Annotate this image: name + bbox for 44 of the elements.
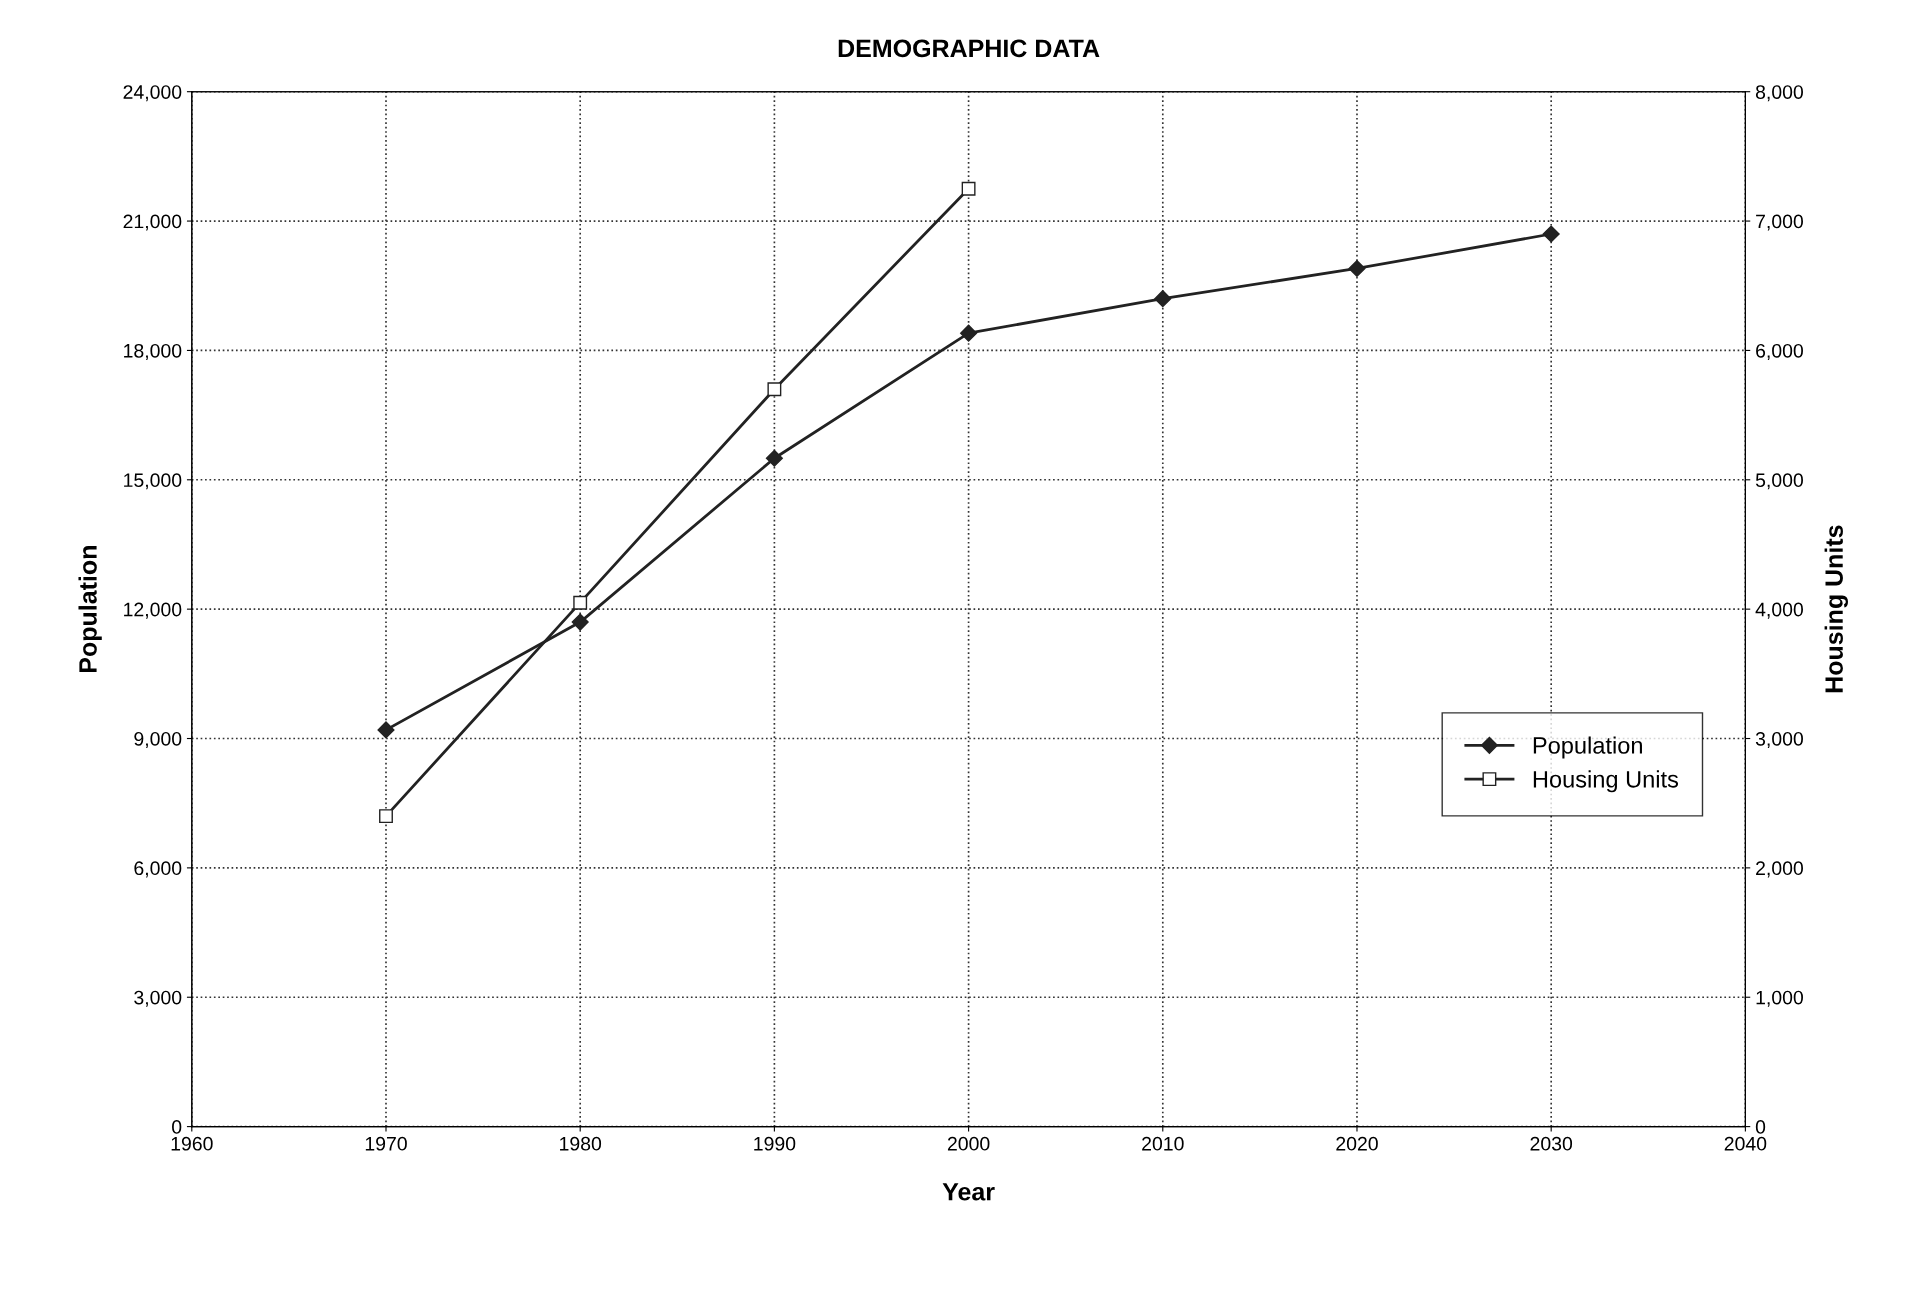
point (571, 613, 589, 631)
point (379, 809, 393, 824)
y2-tick-label: 2,000 (1756, 861, 1803, 878)
point (1348, 259, 1366, 278)
y2-tick-label: 7,000 (1756, 214, 1803, 231)
y-tick-label: 0 (172, 1120, 182, 1134)
x-tick-label: 2040 (1724, 1136, 1767, 1151)
x-tick-label: 2030 (1530, 1136, 1573, 1151)
y-tick-label: 15,000 (124, 473, 182, 490)
y-tick-label: 6,000 (134, 861, 182, 878)
y2-tick-label: 1,000 (1756, 990, 1803, 1007)
y-tick-label: 18,000 (124, 343, 182, 360)
y2-tick-label: 5,000 (1755, 473, 1803, 490)
point (573, 595, 588, 610)
y2-tick-label: 0 (1755, 1120, 1766, 1134)
x-tick-label: 2000 (947, 1136, 990, 1151)
y2-tick-label: 6,000 (1756, 343, 1803, 360)
x-tick-label: 1980 (560, 1136, 602, 1151)
point (767, 382, 782, 397)
y-tick-label: 24,000 (123, 85, 182, 102)
y2-tick-label: 8,000 (1755, 85, 1803, 102)
y2-axis-title: Housing Units (1824, 525, 1848, 693)
x-tick-label: 1990 (754, 1136, 796, 1151)
legend-label: Housing Units (1533, 770, 1679, 793)
legend-label: Population (1533, 736, 1642, 759)
y2-tick-label: 4,000 (1755, 602, 1803, 619)
y-axis-title: Population (78, 546, 102, 673)
point (1154, 290, 1172, 308)
y2-tick-label: 3,000 (1755, 731, 1803, 749)
x-axis-title: Year (942, 1183, 995, 1201)
y-tick-label: 3,000 (134, 990, 182, 1007)
point (765, 449, 783, 467)
y-tick-label: 9,000 (134, 731, 182, 749)
y-tick-label: 21,000 (123, 214, 182, 231)
chart-title: DEMOGRAPHIC DATA (838, 39, 1100, 58)
x-tick-label: 2010 (1142, 1136, 1184, 1151)
point (1542, 225, 1560, 243)
x-tick-label: 2020 (1336, 1136, 1378, 1151)
point (377, 721, 395, 739)
point (961, 181, 976, 196)
x-tick-label: 1970 (365, 1136, 407, 1151)
point (960, 324, 978, 342)
y-tick-label: 12,000 (124, 602, 182, 619)
x-tick-label: 1960 (171, 1136, 213, 1151)
